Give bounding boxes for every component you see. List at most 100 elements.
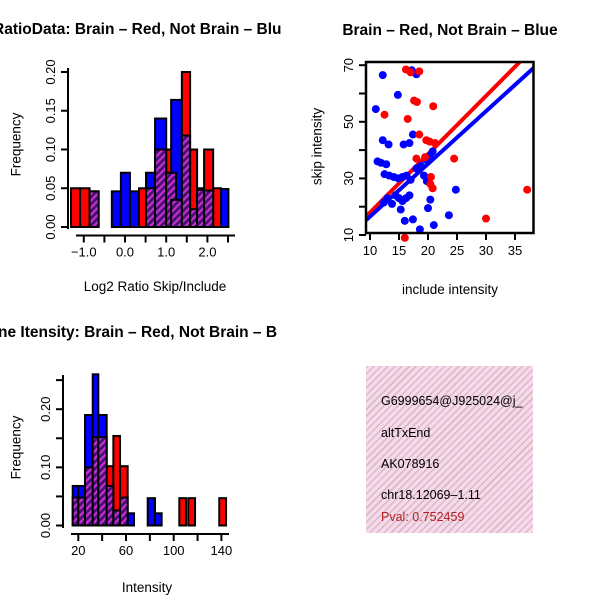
log2ratio_hist-group: 0.00 0.05 0.10 0.15 0.20 −1.0 0.0 1.0 2.0 [43, 59, 235, 260]
x-tick-label: 100 [163, 543, 185, 558]
hist-bar-overlap [119, 496, 129, 527]
hist-bar-blue [219, 188, 230, 228]
y-tick-label: 0.00 [38, 513, 53, 538]
y-tick-label: 0.00 [43, 214, 58, 239]
scatter-point-red [426, 172, 435, 181]
event-type-text: altTxEnd [381, 426, 431, 440]
x-tick-label: 20 [421, 243, 435, 258]
hist-bar-blue [110, 190, 122, 229]
x-tick-label: 25 [450, 243, 464, 258]
scatter-point-red [412, 154, 421, 163]
scatter-point-blue [417, 161, 426, 170]
scatter-point-blue [400, 216, 409, 225]
scatter-point-blue [382, 160, 391, 169]
intensity_scatter-group: 10 15 20 25 30 35 10 30 50 70 [341, 58, 535, 258]
scatter-xlabel: include intensity [401, 282, 499, 297]
scatter-point-blue [405, 139, 414, 148]
x-tick-label: 20 [71, 543, 85, 558]
x-tick-label: 2.0 [198, 245, 216, 260]
hist-ratio-ylabel: Frequency [8, 112, 24, 177]
hist-bar-overlap [105, 484, 115, 527]
hist-bar-blue [119, 171, 131, 228]
hist-ratio-xlabel: Log2 Ratio Skip/Include [83, 279, 227, 294]
y-tick-label: 0.05 [43, 176, 58, 201]
x-tick-label: −1.0 [71, 245, 97, 260]
gene-id-text: G6999654@J925024@j_ [381, 394, 523, 408]
scatter-point-red [421, 153, 430, 162]
scatter-point-blue [408, 215, 417, 224]
scatter-point-red [482, 214, 490, 223]
scatter-point-blue [384, 140, 393, 149]
hist-bar-blue [153, 512, 163, 527]
scatter-point-blue [406, 175, 415, 184]
scatter-point-blue [429, 221, 438, 230]
x-tick-label: 15 [392, 243, 406, 258]
hist-intensity-title: ne Itensity: Brain – Red, Not Brain – B [0, 324, 278, 341]
scatter-point-blue [405, 191, 414, 200]
x-tick-label: 0.0 [116, 245, 134, 260]
scatter-point-red [412, 97, 421, 106]
scatter-point-red [450, 154, 459, 163]
y-tick-label: 50 [341, 115, 356, 129]
scatter-point-blue [378, 136, 387, 145]
scatter-point-red [429, 102, 438, 111]
scatter-point-red [400, 233, 409, 242]
hist-bar-overlap [112, 509, 122, 527]
scatter-point-red [430, 139, 439, 148]
hist-bar-overlap [196, 188, 206, 229]
plot-box [364, 60, 535, 235]
hist-bar-overlap [77, 496, 86, 527]
hist-bar-overlap [189, 208, 199, 229]
scatter-title: Brain – Red, Not Brain – Blue [342, 22, 558, 39]
hist-bar-red [218, 497, 228, 527]
hist-bar-overlap [97, 436, 108, 527]
hist-bar-red [178, 497, 187, 527]
scatter-point-blue [426, 195, 435, 204]
scatter-point-red [415, 67, 424, 76]
hist-bar-overlap [203, 189, 215, 228]
x-tick-label: 1.0 [157, 245, 175, 260]
scatter-point-blue [444, 211, 453, 220]
y-tick-label: 0.10 [43, 137, 58, 162]
scatter-point-red [415, 130, 424, 139]
hist-bar-red [187, 497, 197, 527]
scatter-point-blue [378, 71, 387, 80]
y-tick-label: 0.20 [38, 397, 53, 422]
hist-bar-overlap [170, 198, 183, 228]
scatter-point-blue [408, 130, 417, 139]
scatter-ylabel: skip intensity [309, 107, 325, 186]
hist-intensity-xlabel: Intensity [121, 580, 173, 595]
x-tick-label: 10 [363, 243, 377, 258]
x-tick-label: 35 [508, 243, 522, 258]
scatter-point-red [403, 114, 412, 123]
scatter-point-blue [388, 199, 397, 208]
hist-bar-red [79, 187, 91, 228]
locus-text: chr18.12069–1.11 [381, 488, 481, 502]
scatter-point-blue [415, 225, 424, 234]
scatter-point-blue [451, 185, 460, 194]
hist-bar-overlap [180, 134, 192, 228]
x-tick-label: 30 [479, 243, 493, 258]
hist-bar-overlap [83, 466, 94, 527]
regression-line-red [366, 62, 522, 219]
scatter-point-red [428, 184, 437, 193]
y-tick-label: 30 [341, 171, 356, 185]
hist-bar-blue [128, 190, 141, 229]
y-tick-label: 0.10 [38, 455, 53, 480]
y-tick-label: 0.15 [43, 98, 58, 123]
y-tick-label: 70 [341, 58, 356, 72]
scatter-point-red [406, 68, 415, 77]
x-tick-label: 140 [211, 543, 233, 558]
scatter-point-blue [383, 194, 392, 203]
hist-bar-red [70, 187, 82, 228]
y-tick-label: 10 [341, 228, 356, 242]
scatter-point-blue [428, 147, 437, 156]
pval-text: Pval: 0.752459 [381, 510, 465, 524]
hist-bar-red [212, 187, 222, 228]
scatter-point-blue [371, 105, 380, 114]
accession-text: AK078916 [381, 457, 440, 471]
scatter-point-red [523, 185, 532, 194]
hist-ratio-title: RatioData: Brain – Red, Not Brain – Blu [0, 21, 282, 38]
